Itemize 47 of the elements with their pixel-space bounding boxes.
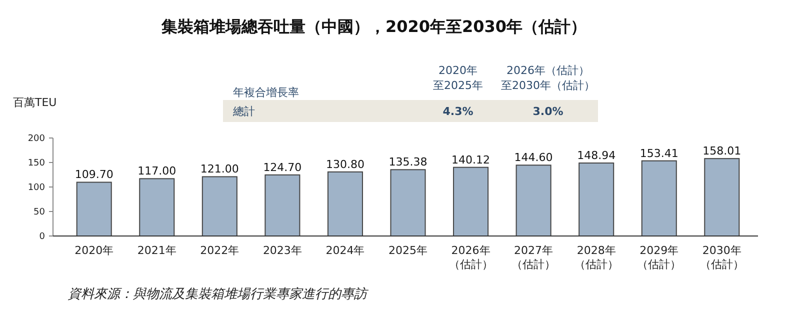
- y-tick-label: 200: [28, 134, 46, 144]
- bar: [139, 178, 175, 236]
- x-tick-label: 2027年（估計）: [512, 244, 556, 271]
- x-tick-label: 2030年（估計）: [700, 244, 744, 271]
- source-note: 資料來源：與物流及集裝箱堆場行業專家進行的專訪: [68, 286, 369, 302]
- y-tick-label: 100: [28, 183, 46, 194]
- data-label: 140.12: [452, 153, 490, 166]
- y-tick-label: 150: [28, 158, 46, 169]
- x-tick-label: 2024年: [326, 244, 365, 257]
- data-label: 148.94: [577, 149, 616, 162]
- bar: [327, 171, 363, 236]
- text: 3.0%: [532, 105, 564, 118]
- data-label: 158.01: [702, 144, 742, 158]
- bar: [202, 176, 238, 236]
- x-tick-label: 2029年（估計）: [637, 244, 682, 271]
- text: 2026年（估計）至2030年（估計）: [501, 64, 595, 92]
- data-label: 117.00: [138, 164, 176, 178]
- text: 2020年至2025年: [433, 64, 483, 92]
- bar: [264, 174, 300, 236]
- x-tick-label: 2020年: [74, 244, 114, 257]
- text: 4.3%: [442, 105, 474, 118]
- bar: [453, 166, 489, 236]
- data-label: 144.60: [514, 151, 553, 164]
- x-tick-label: 2026年（估計）: [448, 244, 493, 271]
- y-tick-label: 0: [39, 232, 46, 242]
- text: 年複合增長率: [233, 86, 299, 99]
- data-label: 135.38: [388, 156, 428, 169]
- data-label: 153.41: [640, 146, 678, 160]
- x-tick-label: 2023年: [262, 244, 302, 257]
- data-label: 124.70: [263, 160, 302, 174]
- y-axis-title: 百萬TEU: [13, 96, 57, 109]
- bar: [704, 158, 740, 236]
- text: 總計: [232, 105, 255, 118]
- data-label: 121.00: [200, 162, 239, 176]
- data-label: 130.80: [326, 158, 364, 171]
- bar: [516, 164, 552, 236]
- x-tick-label: 2028年（估計）: [574, 244, 618, 271]
- chart-title: 集裝箱堆場總吞吐量（中國），2020年至2030年（估計）: [160, 17, 587, 36]
- y-tick-label: 50: [34, 208, 46, 218]
- bar: [578, 162, 614, 236]
- x-tick-label: 2025年: [388, 244, 428, 257]
- data-label: 109.70: [74, 168, 114, 182]
- bar: [390, 169, 426, 236]
- bar: [76, 182, 112, 236]
- bar: [641, 160, 677, 236]
- x-tick-label: 2021年: [137, 244, 176, 257]
- x-tick-label: 2022年: [200, 244, 240, 257]
